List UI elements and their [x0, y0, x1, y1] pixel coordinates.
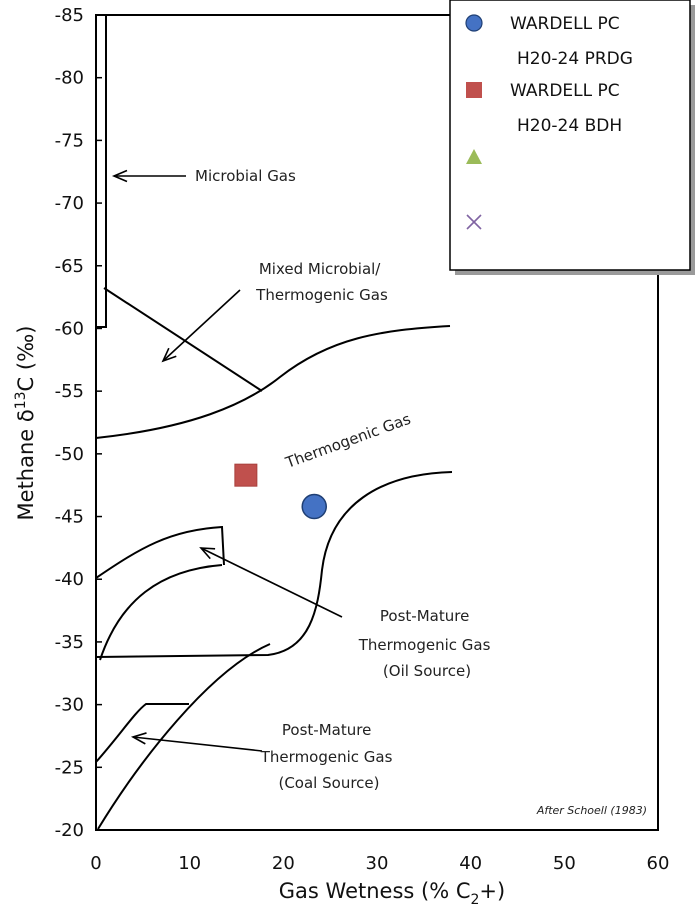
y-tick-label: -20 — [55, 820, 84, 841]
credit-text: After Schoell (1983) — [536, 804, 647, 817]
legend-label: WARDELL PC — [510, 81, 620, 101]
x-tick-label: 20 — [272, 853, 295, 874]
thermogenic-upper — [95, 325, 451, 439]
x-tick-label: 60 — [647, 853, 670, 874]
y-tick-label: -35 — [55, 632, 84, 653]
x-tick-label: 0 — [90, 853, 101, 874]
thermogenic-lower — [95, 471, 453, 658]
coal-top — [95, 703, 189, 763]
y-tick-label: -40 — [55, 569, 84, 590]
y-tick-label: -45 — [55, 507, 84, 528]
annotation-mixed-gas: Mixed Microbial/ Thermogenic Gas — [255, 260, 388, 304]
legend-x-marker-b — [466, 214, 482, 230]
x-tick-label: 50 — [553, 853, 576, 874]
y-tick-label: -50 — [55, 444, 84, 465]
legend-label: WARDELL PC — [510, 14, 620, 34]
x-tick-label: 10 — [178, 853, 201, 874]
plot-frame — [95, 14, 659, 831]
oil-upper — [95, 525, 225, 579]
y-tick-label: -60 — [55, 318, 84, 339]
microbial-bracket — [96, 14, 107, 328]
data-point-square — [234, 463, 258, 487]
y-tick-label: -30 — [55, 695, 84, 716]
mixed-boundary — [103, 287, 263, 392]
data-point-circle — [301, 493, 327, 520]
y-tick-label: -25 — [55, 757, 84, 778]
annotation-post-mature-oil: Post-Mature Thermogenic Gas (Oil Source) — [358, 607, 495, 680]
mixed-arrow-head — [161, 347, 177, 363]
x-tick-label: 30 — [366, 853, 389, 874]
coal-arrow-line — [132, 736, 263, 752]
oil-lower — [99, 564, 223, 661]
coal-arrow-head — [130, 732, 147, 745]
legend: WARDELL PC H20-24 PRDG WARDELL PC H20-24 BD… — [449, 0, 695, 275]
legend-label: H20-24 BDH — [517, 116, 622, 136]
x-tick-label: 40 — [459, 853, 482, 874]
legend-square-marker — [466, 82, 482, 98]
legend-triangle-marker — [466, 149, 482, 164]
mixed-arrow-line — [162, 289, 241, 362]
oil-arrow-line — [200, 547, 343, 618]
y-tick-label: -70 — [55, 193, 84, 214]
y-tick-label: -55 — [55, 381, 84, 402]
x-axis-label: Gas Wetness (% C2+) — [279, 879, 505, 907]
annotation-post-mature-coal: Post-Mature Thermogenic Gas (Coal Source… — [260, 721, 397, 792]
legend-circle-marker — [465, 14, 483, 32]
oil-arrow-head — [199, 547, 216, 560]
legend-label: H20-24 PRDG — [517, 49, 633, 69]
x-axis: 0 10 20 30 40 50 60 — [90, 853, 669, 874]
y-tick-label: -80 — [55, 68, 84, 89]
legend-box — [449, 0, 691, 271]
y-tick-label: -85 — [55, 5, 84, 26]
y-tick-label: -65 — [55, 256, 84, 277]
field-boundaries — [95, 14, 453, 830]
data-points — [234, 463, 327, 520]
microbial-arrow-head — [111, 169, 128, 183]
y-axis-label: Methane δ13C (‰) — [13, 326, 38, 521]
annotation-microbial-gas: Microbial Gas — [195, 167, 296, 185]
annotation-thermogenic-gas: Thermogenic Gas — [282, 410, 413, 472]
y-tick-label: -75 — [55, 130, 84, 151]
annotation-arrows — [111, 169, 343, 752]
coal-lower — [97, 643, 271, 830]
y-axis: -85 -80 -75 -70 -65 -60 -55 -50 -45 -40 -35 -30 -25 -… — [55, 5, 102, 841]
